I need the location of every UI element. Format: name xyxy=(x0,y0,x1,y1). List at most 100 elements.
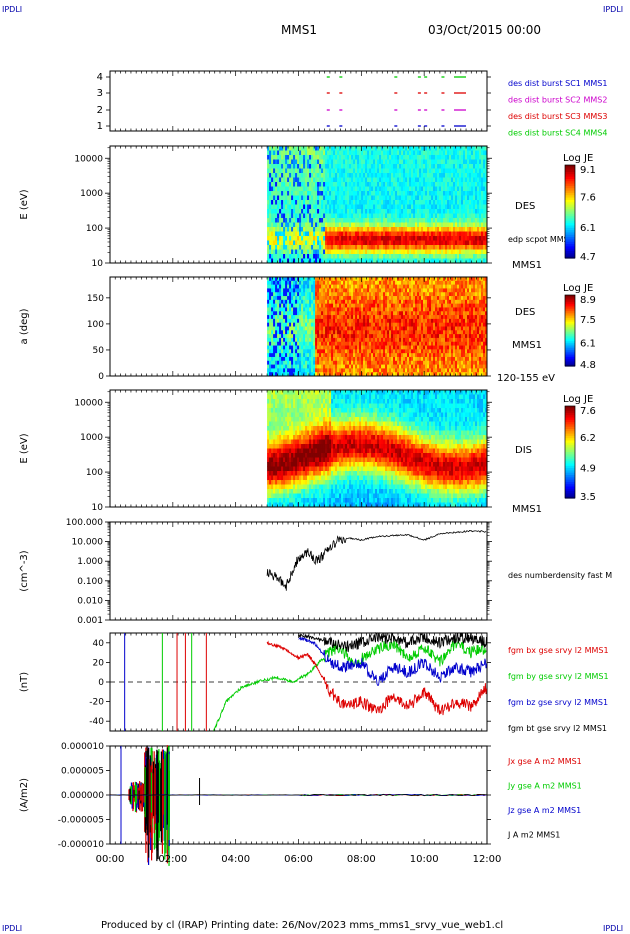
des-spectrogram-cell xyxy=(431,200,434,205)
des-spectrogram-cell xyxy=(411,254,414,259)
des-spectrogram-cell xyxy=(429,200,432,205)
des-spectrogram-cell xyxy=(333,200,336,205)
pitch-angle-spectrogram-cell xyxy=(363,284,366,289)
des-spectrogram-cell xyxy=(325,164,328,169)
pitch-angle-spectrogram-cell xyxy=(375,296,378,301)
des-spectrogram-cell xyxy=(289,155,292,160)
des-spectrogram-cell xyxy=(437,227,440,232)
pitch-angle-spectrogram-cell xyxy=(279,280,282,286)
pitch-angle-spectrogram-cell xyxy=(281,341,284,346)
des-spectrogram-cell xyxy=(407,155,410,160)
des-spectrogram-cell xyxy=(271,195,274,201)
des-spectrogram-cell xyxy=(435,204,438,210)
pitch-angle-spectrogram-cell xyxy=(343,288,346,293)
pitch-angle-spectrogram-cell xyxy=(331,341,334,346)
des-spectrogram-cell xyxy=(421,164,424,169)
des-spectrogram-cell xyxy=(399,195,402,201)
des-spectrogram-cell xyxy=(375,249,378,255)
pitch-angle-spectrogram-cell xyxy=(275,292,278,297)
pitch-angle-spectrogram-cell xyxy=(361,284,364,289)
des-spectrogram-cell xyxy=(417,200,420,205)
des-spectrogram-cell xyxy=(459,191,462,196)
pitch-angle-spectrogram-cell xyxy=(337,372,340,377)
pitch-angle-spectrogram-cell xyxy=(353,337,356,343)
des-spectrogram-cell xyxy=(467,186,470,192)
pitch-angle-spectrogram-cell xyxy=(277,315,280,320)
des-spectrogram-cell xyxy=(485,245,488,250)
des-spectrogram-cell xyxy=(481,200,484,205)
pitch-angle-spectrogram-cell xyxy=(287,330,290,335)
des-spectrogram-cell xyxy=(463,240,466,246)
des-spectrogram-cell xyxy=(423,159,426,165)
pitch-angle-spectrogram-cell xyxy=(335,303,338,308)
pitch-angle-spectrogram-cell xyxy=(319,284,322,289)
pitch-angle-spectrogram-cell xyxy=(375,277,378,282)
des-spectrogram-cell xyxy=(283,231,286,237)
des-spectrogram-cell xyxy=(353,155,356,160)
des-spectrogram-cell xyxy=(297,155,300,160)
pitch-angle-spectrogram-cell xyxy=(375,349,378,354)
des-spectrogram-cell xyxy=(321,213,324,219)
pitch-angle-spectrogram-cell xyxy=(341,356,344,362)
pitch-angle-spectrogram-cell xyxy=(359,315,362,320)
des-spectrogram-cell xyxy=(433,150,436,156)
pitch-angle-spectrogram-cell xyxy=(279,326,282,331)
des-spectrogram-cell xyxy=(277,168,280,174)
des-spectrogram-cell xyxy=(337,240,340,246)
pitch-angle-spectrogram-cell xyxy=(389,341,392,346)
des-spectrogram-cell xyxy=(357,249,360,255)
des-spectrogram-cell xyxy=(473,173,476,178)
pitch-angle-spectrogram-cell xyxy=(337,318,340,324)
pitch-angle-spectrogram-cell xyxy=(385,353,388,358)
des-spectrogram-cell xyxy=(439,168,442,174)
des-spectrogram-cell xyxy=(461,213,464,219)
des-spectrogram-cell xyxy=(299,209,302,214)
pitch-angle-spectrogram-cell xyxy=(285,345,288,350)
des-spectrogram-cell xyxy=(449,186,452,192)
des-spectrogram-cell xyxy=(307,155,310,160)
pitch-angle-spectrogram-cell xyxy=(269,341,272,346)
pitch-angle-spectrogram-cell xyxy=(339,315,342,320)
des-spectrogram-cell xyxy=(345,231,348,237)
pitch-angle-spectrogram-cell xyxy=(275,360,278,365)
des-spectrogram-cell xyxy=(415,182,418,187)
des-spectrogram-cell xyxy=(355,186,358,192)
des-spectrogram-cell xyxy=(379,164,382,169)
pitch-angle-spectrogram-cell xyxy=(373,353,376,358)
pitch-angle-spectrogram-cell xyxy=(383,372,386,377)
des-spectrogram-cell xyxy=(473,182,476,187)
des-spectrogram-cell xyxy=(343,191,346,196)
des-colorbar-band xyxy=(565,190,575,194)
des-spectrogram-cell xyxy=(295,204,298,210)
des-spectrogram-cell xyxy=(453,177,456,183)
des-spectrogram-cell xyxy=(443,231,446,237)
pitch-angle-spectrogram-cell xyxy=(345,356,348,362)
des-spectrogram-cell xyxy=(407,164,410,169)
pitch-angle-spectrogram-cell xyxy=(279,364,282,369)
pitch-angle-spectrogram-cell xyxy=(333,311,336,316)
des-spectrogram-cell xyxy=(463,231,466,237)
pitch-angle-spectrogram-cell xyxy=(375,303,378,308)
pitch-angle-spectrogram-cell xyxy=(325,368,328,373)
des-spectrogram-cell xyxy=(461,186,464,192)
pitch-angle-spectrogram-cell xyxy=(367,284,370,289)
des-spectrogram-cell xyxy=(419,213,422,219)
des-spectrogram-cell xyxy=(461,191,464,196)
pitch-angle-spectrogram-cell xyxy=(279,322,282,327)
pitch-angle-spectrogram-cell xyxy=(353,311,356,316)
pitch-angle-spectrogram-cell xyxy=(367,311,370,316)
des-spectrogram-cell xyxy=(283,182,286,187)
pitch-angle-spectrogram-cell xyxy=(383,330,386,335)
des-spectrogram-cell xyxy=(461,227,464,232)
des-spectrogram-cell xyxy=(393,150,396,156)
des-spectrogram-cell xyxy=(309,204,312,210)
des-spectrogram-cell xyxy=(481,150,484,156)
pitch-angle-spectrogram-cell xyxy=(281,372,284,377)
des-spectrogram-cell xyxy=(469,236,472,241)
des-spectrogram-cell xyxy=(455,186,458,192)
des-spectrogram-cell xyxy=(485,231,488,237)
pitch-angle-spectrogram-cell xyxy=(271,364,274,369)
des-spectrogram-cell xyxy=(473,195,476,201)
pitch-angle-spectrogram-cell xyxy=(385,315,388,320)
des-spectrogram-cell xyxy=(475,245,478,250)
